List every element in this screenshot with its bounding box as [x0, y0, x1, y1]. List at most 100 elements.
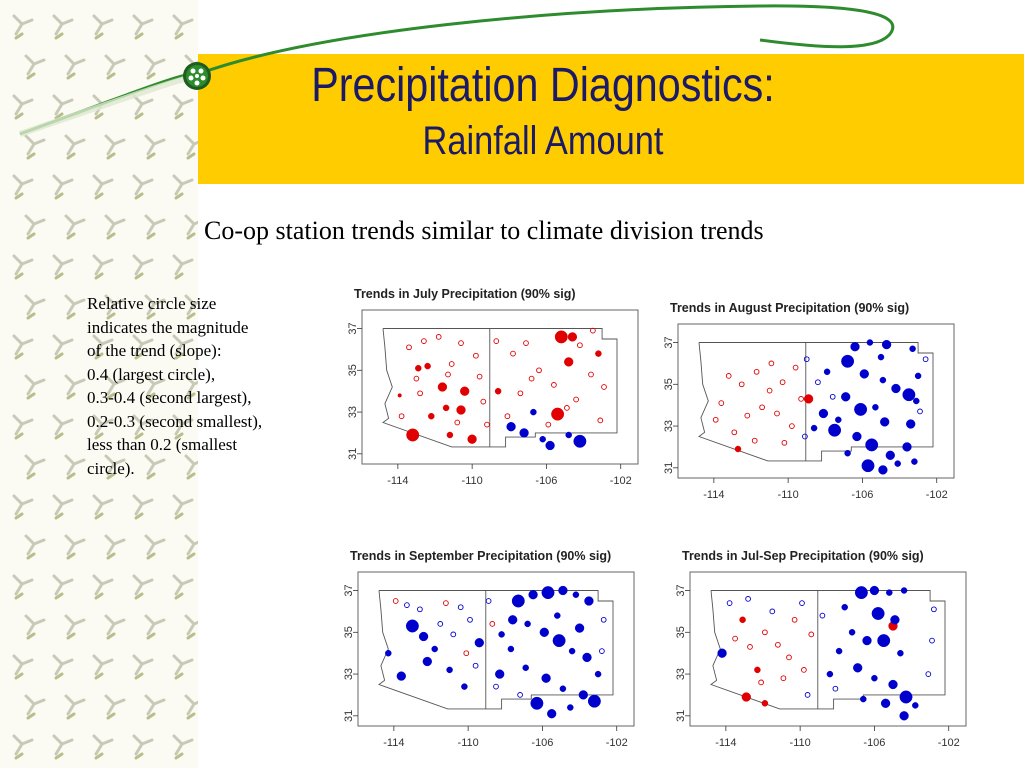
slide-subtitle: Co-op station trends similar to climate …: [204, 216, 764, 245]
molecule-glyph: [52, 414, 74, 440]
station-marker: [541, 586, 555, 600]
station-marker: [853, 663, 863, 673]
station-marker-hollow: [789, 423, 795, 429]
molecule-glyph: [132, 734, 154, 760]
title-line-2: Rainfall Amount: [422, 119, 664, 163]
molecule-glyph: [24, 534, 46, 560]
station-marker: [498, 631, 505, 638]
station-marker-hollow: [476, 373, 483, 380]
molecule-glyph: [132, 334, 154, 360]
station-marker: [909, 345, 916, 353]
station-marker: [871, 674, 878, 682]
station-marker-hollow: [523, 340, 529, 346]
x-tick-label: -110: [778, 489, 799, 501]
station-marker-hollow: [588, 371, 594, 378]
station-marker-hollow: [417, 390, 423, 397]
station-marker: [595, 350, 602, 357]
x-tick-label: -110: [790, 737, 811, 749]
station-marker: [415, 364, 422, 372]
station-marker-hollow: [917, 408, 923, 415]
station-marker: [594, 670, 602, 678]
station-marker: [899, 690, 913, 704]
note-line: 0.2-0.3 (second smallest),: [87, 411, 263, 431]
molecule-glyph: [52, 254, 74, 280]
station-marker-hollow: [802, 433, 808, 440]
station-marker-hollow: [745, 596, 751, 602]
molecule-glyph: [92, 654, 114, 680]
station-marker-hollow: [758, 679, 764, 686]
note-line: 0.4 (largest circle),: [87, 364, 216, 384]
station-marker-hollow: [780, 675, 787, 682]
y-tick-label: 35: [663, 378, 675, 390]
molecule-glyph: [172, 254, 194, 280]
station-marker: [506, 422, 516, 432]
station-marker: [902, 388, 916, 402]
y-tick-label: 31: [675, 710, 687, 722]
chart-jul-sep-svg: Trends in Jul-Sep Precipitation (90% sig…: [675, 549, 967, 749]
station-marker-hollow: [769, 608, 776, 615]
station-marker-hollow: [829, 393, 836, 400]
station-marker: [888, 679, 898, 690]
y-tick-label: 37: [343, 584, 355, 596]
station-marker: [530, 696, 544, 710]
station-marker: [428, 412, 435, 420]
molecule-glyph: [92, 494, 114, 520]
molecule-glyph: [12, 94, 34, 120]
molecule-glyph: [52, 14, 74, 40]
station-marker: [474, 638, 484, 648]
molecule-glyph: [64, 534, 86, 560]
station-marker-hollow: [738, 381, 745, 388]
x-tick-label: -102: [606, 737, 628, 749]
station-marker-hollow: [751, 437, 758, 444]
station-marker-hollow: [517, 390, 524, 397]
x-tick-label: -114: [383, 737, 404, 749]
chart-title: Trends in August Precipitation (90% sig): [670, 301, 909, 315]
plot-frame: [677, 323, 955, 479]
molecule-glyph: [12, 734, 34, 760]
molecule-glyph: [132, 14, 154, 40]
x-tick-label: -102: [610, 475, 632, 487]
title-band: [198, 54, 1024, 184]
molecule-glyph: [12, 494, 34, 520]
station-marker-hollow: [774, 410, 780, 417]
station-marker: [528, 590, 538, 600]
station-marker: [446, 666, 453, 674]
molecule-glyph: [132, 494, 154, 520]
note-line: less than 0.2 (smallest: [87, 435, 238, 454]
station-marker: [460, 386, 470, 396]
station-marker-hollow: [435, 334, 442, 340]
molecule-glyph: [64, 134, 86, 160]
station-marker: [446, 431, 454, 439]
x-tick-label: -114: [715, 737, 736, 749]
station-marker: [879, 376, 887, 384]
station-marker: [848, 629, 856, 636]
chart-title: Trends in September Precipitation (90% s…: [350, 549, 611, 563]
station-marker-hollow: [473, 352, 479, 359]
molecule-glyph: [24, 214, 46, 240]
station-marker-hollow: [762, 629, 768, 636]
station-marker-hollow: [448, 361, 455, 367]
station-marker-hollow: [753, 368, 760, 375]
station-marker-hollow: [421, 338, 427, 344]
station-marker: [900, 587, 908, 594]
molecule-glyph: [104, 54, 126, 80]
station-marker: [547, 709, 557, 719]
molecule-glyph: [144, 214, 166, 240]
y-tick-label: 37: [663, 336, 675, 348]
molecule-glyph: [132, 574, 154, 600]
station-marker-hollow: [925, 671, 932, 677]
station-marker: [574, 623, 585, 633]
station-marker: [877, 353, 885, 361]
station-marker-hollow: [450, 631, 457, 638]
molecule-glyph: [104, 214, 126, 240]
station-marker: [522, 664, 529, 672]
station-marker-hollow: [731, 429, 738, 436]
station-marker: [573, 434, 587, 448]
station-marker-hollow: [726, 600, 733, 606]
molecule-glyph: [172, 574, 194, 600]
x-tick-label: -102: [926, 489, 948, 501]
molecule-glyph: [132, 94, 154, 120]
station-marker-hollow: [732, 635, 738, 642]
station-marker-hollow: [398, 413, 405, 420]
station-marker: [862, 635, 872, 646]
